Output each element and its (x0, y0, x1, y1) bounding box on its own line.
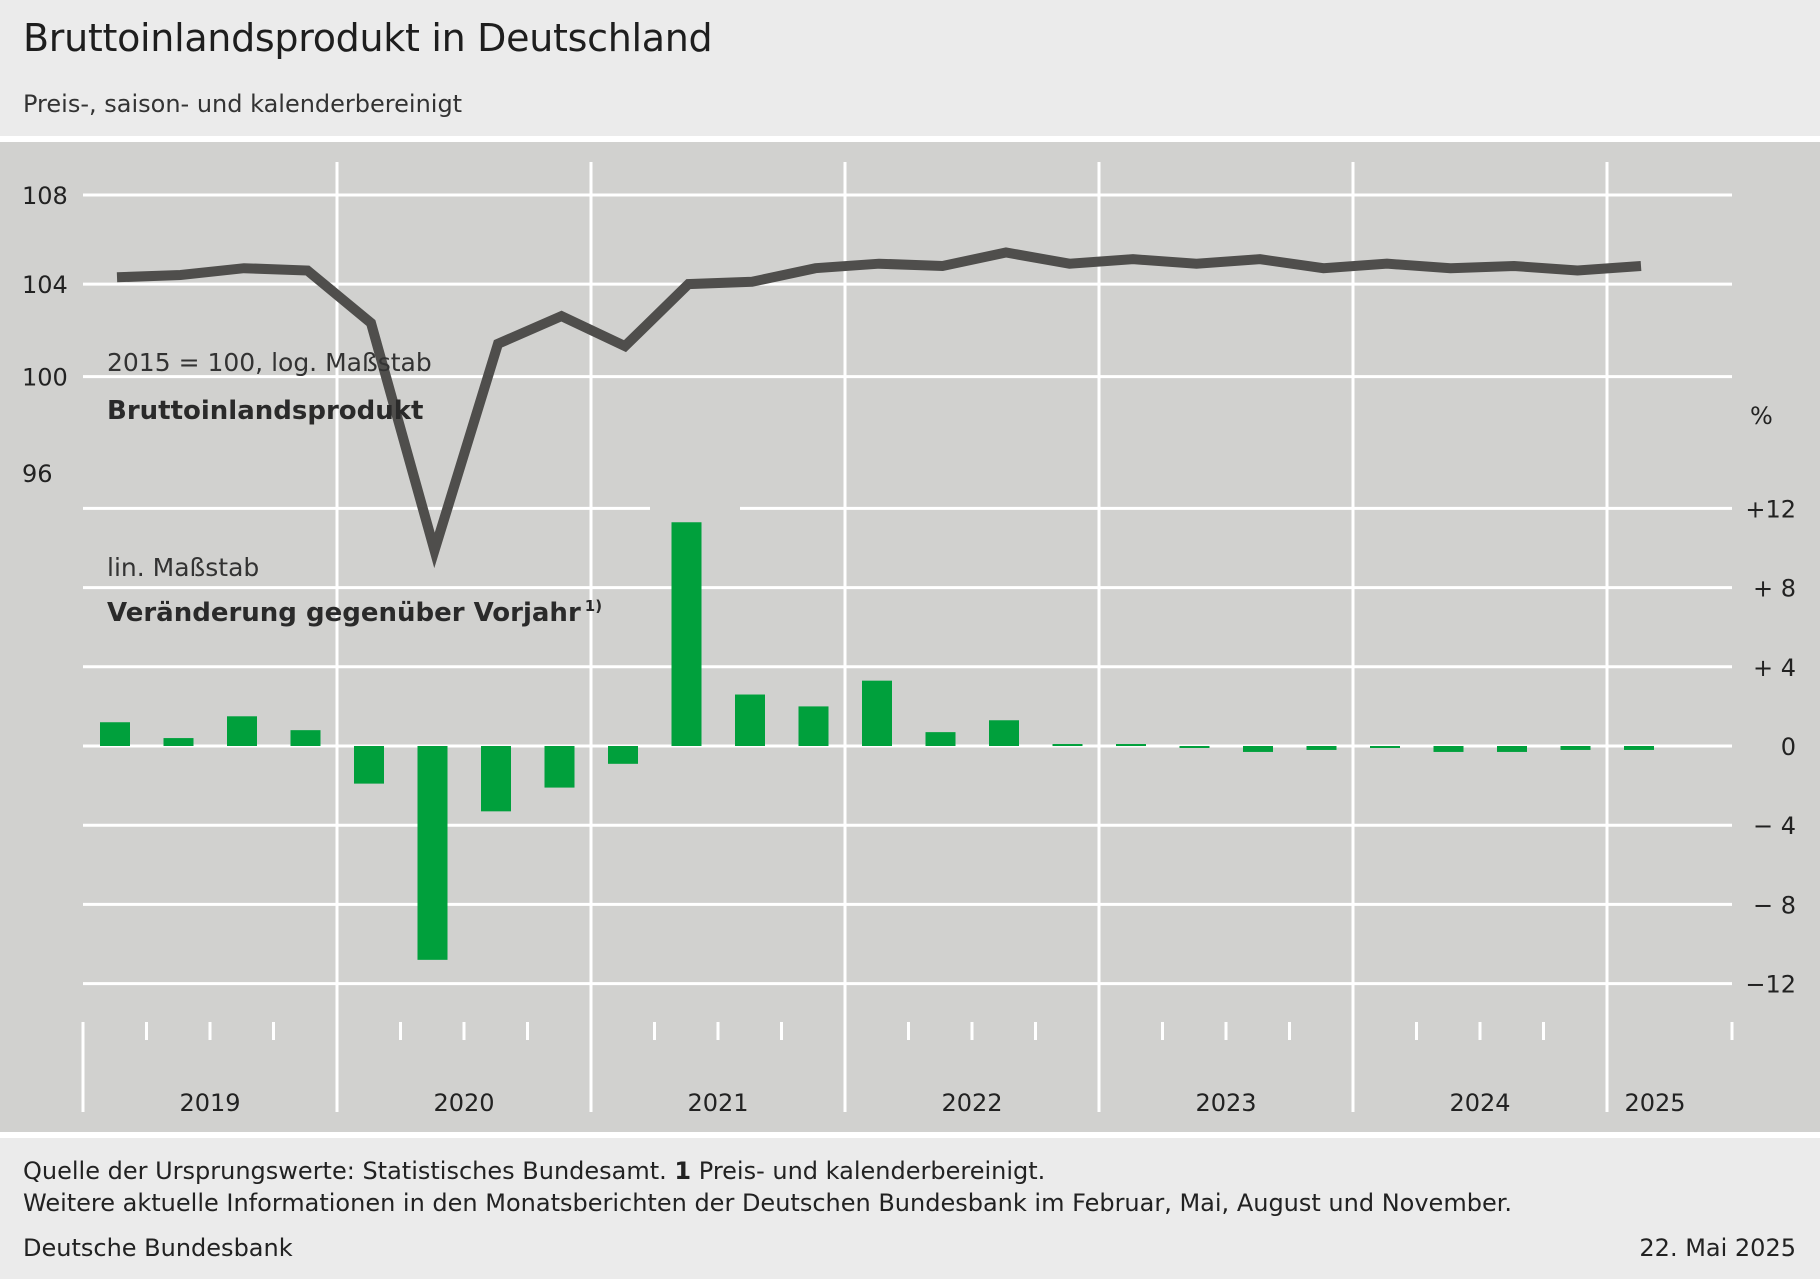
bar (481, 746, 511, 812)
right-unit-label: % (1750, 402, 1773, 430)
bar (671, 522, 702, 746)
bar (1560, 746, 1591, 750)
bar (544, 746, 575, 788)
separator-top (0, 136, 1820, 142)
right-tick-label: −12 (1745, 971, 1796, 999)
chart-subtitle: Preis-, saison- und kalenderbereinigt (23, 90, 463, 118)
left-tick-label: 108 (22, 182, 68, 210)
right-tick-label: + 4 (1753, 654, 1796, 682)
left-tick-label: 104 (22, 271, 68, 299)
bar (1497, 746, 1527, 752)
year-label: 2025 (1624, 1089, 1685, 1117)
bar (608, 746, 638, 764)
bar (1433, 746, 1464, 752)
bar (1624, 746, 1654, 750)
right-tick-label: 0 (1781, 733, 1796, 761)
bar (862, 680, 892, 746)
left-tick-label: 100 (22, 364, 68, 392)
grid-lines (83, 162, 1732, 1112)
bar (1306, 746, 1337, 750)
right-tick-label: − 8 (1753, 891, 1796, 919)
bar (290, 730, 321, 746)
footnote-source: Quelle der Ursprungswerte: Statistisches… (23, 1157, 1045, 1185)
lower-series-label: Veränderung gegenüber Vorjahr 1) (107, 597, 602, 628)
separator-bottom (0, 1132, 1820, 1138)
bar (1052, 744, 1083, 747)
line-series (116, 247, 1642, 569)
right-tick-label: + 8 (1753, 575, 1796, 603)
year-label: 2021 (687, 1089, 748, 1117)
bar (925, 732, 956, 746)
note-number: 1 (674, 1157, 692, 1185)
bar (417, 746, 448, 960)
upper-series-label: Bruttoinlandsprodukt (107, 396, 423, 426)
year-label: 2019 (179, 1089, 240, 1117)
bar (100, 722, 130, 746)
year-label: 2023 (1195, 1089, 1256, 1117)
chart-labels: 2015 = 100, log. Maßstab Bruttoinlandspr… (107, 348, 1773, 628)
bar (1243, 746, 1273, 752)
note-text: Preis- und kalenderbereinigt. (698, 1157, 1046, 1185)
bar (163, 738, 194, 746)
bar (1116, 744, 1146, 747)
bar (1370, 746, 1400, 748)
lower-series-text: Veränderung gegenüber Vorjahr (107, 598, 581, 628)
bar (989, 720, 1019, 746)
year-label: 2022 (941, 1089, 1002, 1117)
bar (1179, 746, 1210, 748)
lower-scale-label: lin. Maßstab (107, 553, 259, 582)
bar-series (100, 522, 1654, 960)
publisher: Deutsche Bundesbank (23, 1234, 293, 1262)
upper-scale-label: 2015 = 100, log. Maßstab (107, 348, 432, 377)
bar (227, 716, 257, 746)
year-label: 2024 (1449, 1089, 1510, 1117)
right-tick-label: +12 (1745, 495, 1796, 523)
gdp-index-line (116, 247, 1642, 569)
chart-title: Bruttoinlandsprodukt in Deutschland (23, 16, 713, 60)
plot-area: +12 + 8 + 4 0 − 4 − 8 −12 96 100 104 108 2019 2020 20… (0, 142, 1820, 1132)
chart-header: Bruttoinlandsprodukt in Deutschland Prei… (0, 0, 1820, 136)
bar (354, 746, 384, 784)
year-label: 2020 (433, 1089, 494, 1117)
source-text: Quelle der Ursprungswerte: Statistisches… (23, 1157, 667, 1185)
bar (735, 694, 765, 746)
footnote-info: Weitere aktuelle Informationen in den Mo… (23, 1189, 1512, 1217)
publication-date: 22. Mai 2025 (1639, 1234, 1796, 1262)
axes: +12 + 8 + 4 0 − 4 − 8 −12 96 100 104 108 2019 2020 20… (22, 182, 1796, 1117)
bar (798, 706, 829, 746)
chart-footer (0, 1138, 1820, 1279)
right-tick-label: − 4 (1753, 812, 1796, 840)
gdp-chart: +12 + 8 + 4 0 − 4 − 8 −12 96 100 104 108 2019 2020 20… (22, 162, 1796, 1117)
lower-series-note: 1) (585, 597, 602, 615)
left-tick-label: 96 (22, 460, 53, 488)
